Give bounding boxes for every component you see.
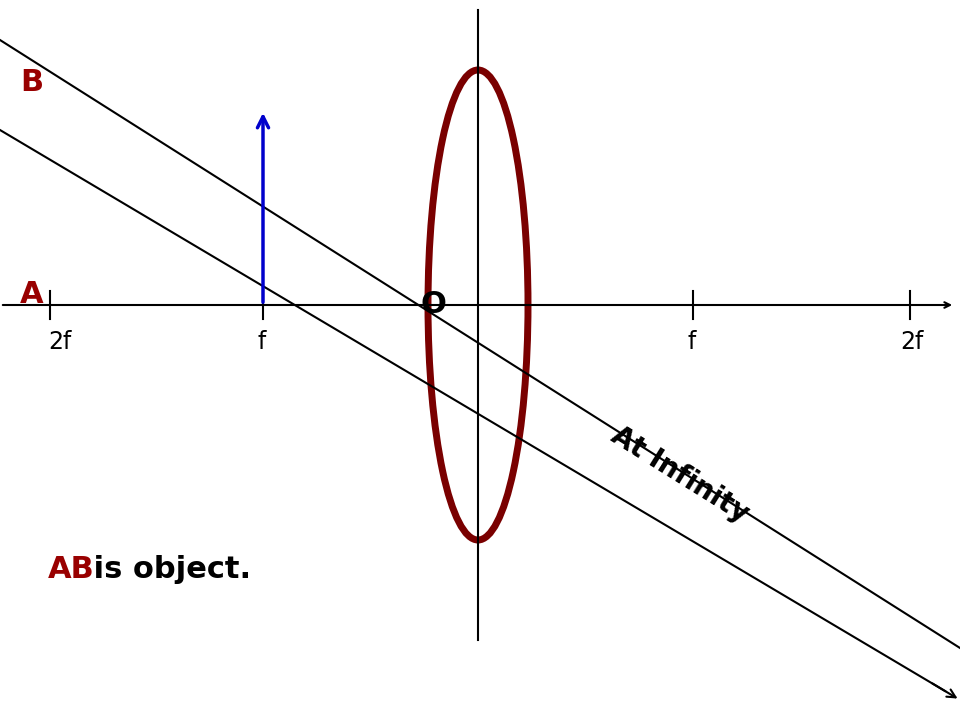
Text: A: A [20, 280, 43, 309]
Text: O: O [420, 290, 445, 319]
Text: 2f: 2f [900, 330, 924, 354]
Text: 2f: 2f [48, 330, 71, 354]
Text: B: B [20, 68, 43, 97]
Text: f: f [688, 330, 696, 354]
Text: is object.: is object. [83, 555, 252, 584]
Text: f: f [258, 330, 266, 354]
Text: At Infinity: At Infinity [606, 422, 754, 528]
Text: AB: AB [48, 555, 95, 584]
